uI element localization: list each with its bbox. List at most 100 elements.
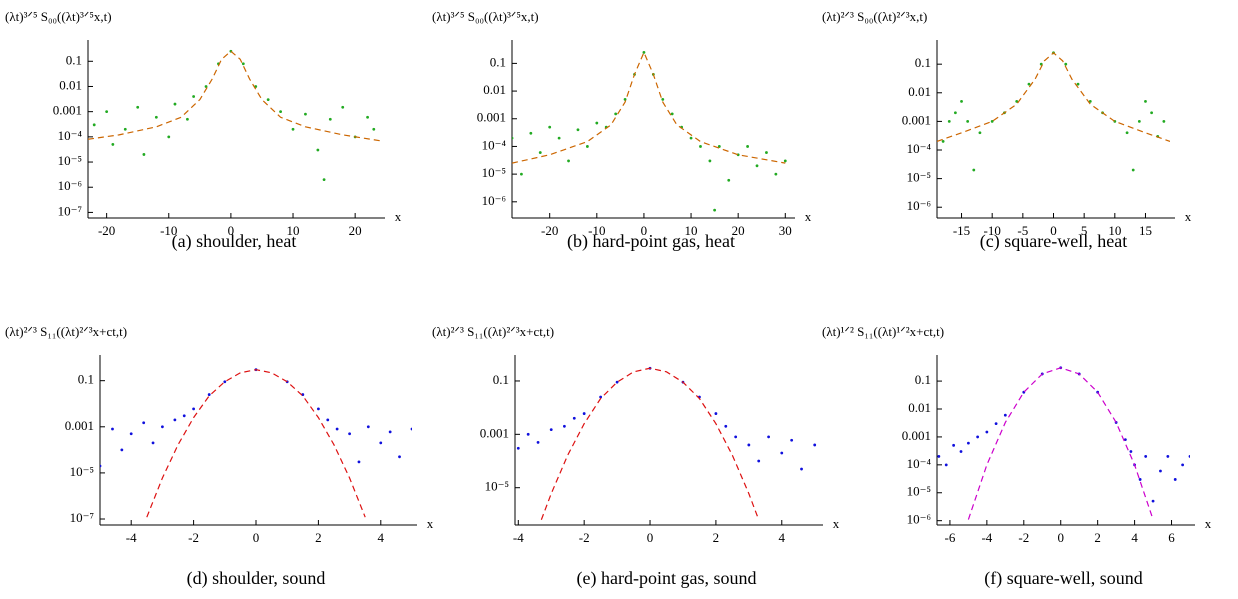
y-tick-label: 0.1 [66,52,82,67]
data-point [780,451,784,455]
x-tick-label: -10 [984,223,1001,238]
data-point [724,424,728,428]
x-axis-label: x [427,516,434,531]
x-tick-label: 10 [287,223,300,238]
data-point [520,172,523,176]
panel: (λt)³ᐟ⁵ S₀₀((λt)³ᐟ⁵x,t) (b) hard-point ga… [432,9,812,252]
data-point [1137,119,1141,123]
y-tick-label: 0.001 [53,103,82,118]
x-tick-label: -15 [953,223,970,238]
y-tick-label: 0.1 [915,55,931,70]
y-tick-label: 0.01 [908,400,931,415]
data-point [366,115,369,119]
data-point [614,112,618,116]
caption: (a) shoulder, heat [172,231,297,252]
data-point [585,145,589,148]
data-point [316,148,320,152]
data-point [1144,99,1147,103]
data-point [322,178,326,182]
data-point [317,407,320,411]
y-axis-label: (λt)³ᐟ⁵ S₀₀((λt)³ᐟ⁵x,t) [5,9,112,24]
data-point [388,430,392,434]
data-point [661,98,665,101]
y-tick-label: 0.01 [59,77,82,92]
y-tick-label: 10⁻⁵ [907,484,931,499]
y-tick-label: 10⁻⁷ [58,203,82,218]
data-point [223,380,227,384]
data-point [713,208,717,212]
x-tick-label: 10 [685,223,698,238]
data-point [1027,82,1031,86]
data-point [755,164,759,168]
y-tick-label: 0.001 [65,418,94,433]
data-point [714,412,718,415]
data-point [985,430,989,434]
y-axis-label: (λt)³ᐟ⁵ S₀₀((λt)³ᐟ⁵x,t) [432,9,539,24]
y-tick-label: 10⁻⁷ [70,510,94,525]
data-point [526,432,530,436]
data-point [1166,455,1170,458]
x-tick-label: 2 [1094,530,1101,545]
panel: (λt)²ᐟ³ S₁₁((λt)²ᐟ³x+ct,t) (e) hard-point… [432,324,840,589]
caption: (d) shoulder, sound [187,568,326,589]
caption: (e) hard-point gas, sound [577,568,757,589]
data-point [557,136,561,140]
y-axis-label: (λt)¹ᐟ² S₁₁((λt)¹ᐟ²x+ct,t) [822,324,944,339]
x-axis-label: x [1185,209,1192,224]
data-point [266,98,270,102]
data-point [548,125,552,129]
data-point [154,115,158,119]
data-point [960,99,963,103]
y-tick-label: 10⁻⁵ [70,464,94,479]
data-point [941,139,945,143]
data-point [92,123,96,127]
x-tick-label: 4 [378,530,385,545]
data-point [1064,62,1068,66]
data-point [1173,478,1177,481]
data-point [398,455,401,459]
x-tick-label: -10 [160,223,177,238]
x-tick-label: -4 [513,530,524,545]
data-point [990,119,994,123]
data-point [966,119,970,123]
x-tick-label: 5 [1081,223,1088,238]
data-point [972,168,976,172]
x-tick-label: 2 [713,530,720,545]
data-point [538,151,542,154]
data-point [1188,455,1190,458]
x-tick-label: 30 [779,223,792,238]
y-tick-label: 10⁻⁴ [482,137,507,152]
data-point [952,443,956,447]
data-point [1138,478,1142,481]
data-point [167,135,171,139]
x-axis-label: x [805,209,812,224]
data-point [328,117,332,121]
data-point [161,425,164,429]
data-point [357,460,361,464]
theory-curve [967,367,1154,520]
y-tick-label: 10⁻⁶ [907,198,931,213]
y-tick-label: 0.001 [902,112,931,127]
data-point [1181,463,1185,467]
data-point [717,145,721,148]
x-tick-label: 4 [1131,530,1138,545]
x-tick-label: -2 [579,530,590,545]
y-tick-label: 0.1 [490,54,506,69]
y-axis-label: (λt)²ᐟ³ S₀₀((λt)²ᐟ³x,t) [822,9,927,24]
x-tick-label: 0 [1050,223,1057,238]
x-tick-label: -6 [945,530,956,545]
caption: (b) hard-point gas, heat [567,231,735,252]
data-point [207,393,211,396]
data-point [366,425,370,429]
data-point [1151,499,1155,503]
data-point [186,117,189,121]
x-tick-label: -5 [1017,223,1028,238]
data-point [947,119,951,123]
x-tick-label: -10 [588,223,605,238]
data-point [959,450,963,453]
data-point [757,459,761,463]
data-point [1144,455,1148,458]
x-tick-label: 0 [253,530,260,545]
x-tick-label: -2 [188,530,199,545]
